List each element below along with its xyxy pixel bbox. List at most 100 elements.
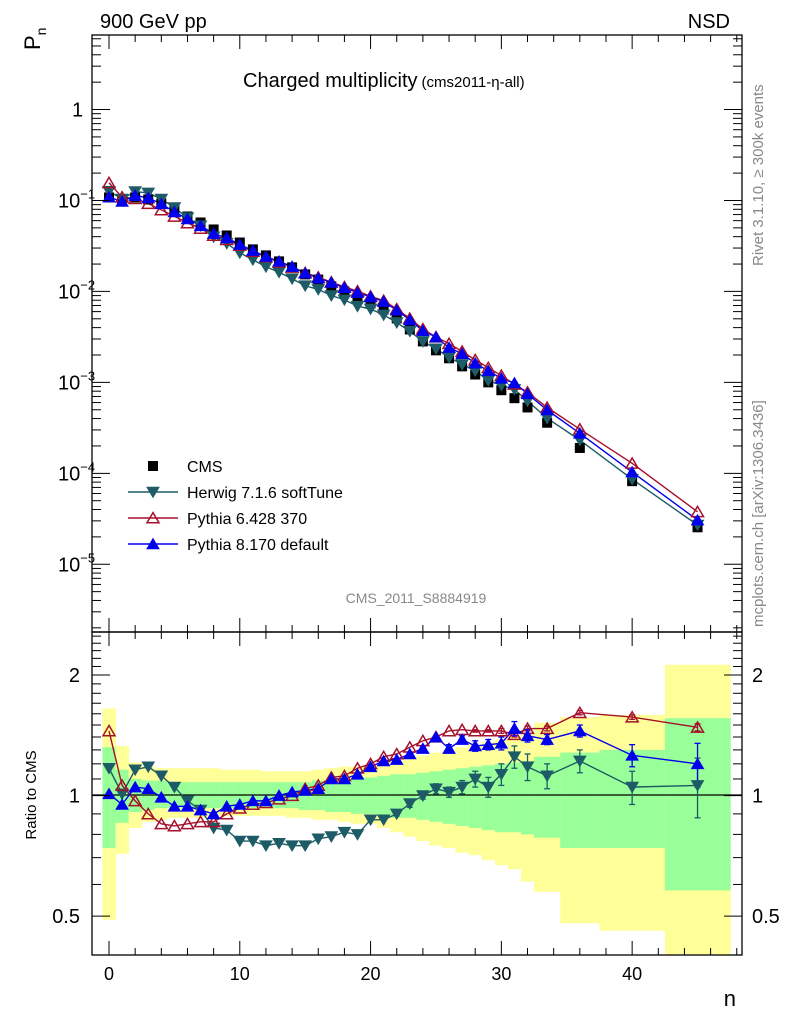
series-0-ratio-point (507, 751, 522, 764)
series-2-ratio-point (520, 729, 535, 742)
process-label: NSD (688, 11, 730, 33)
series-1-ratio-point (114, 778, 130, 791)
series-2-ratio-point (272, 789, 286, 801)
series-1-ratio-point (127, 793, 143, 807)
series-0-ratio-point (402, 798, 417, 810)
series-1-point (140, 196, 156, 210)
series-2-ratio-point (402, 747, 417, 760)
series-2-point (494, 371, 509, 384)
series-2-point (141, 191, 156, 204)
series-2-point (625, 465, 640, 478)
series-0-point (324, 290, 339, 302)
legend-label: CMS (187, 459, 223, 476)
series-2-ratio-point (285, 785, 299, 798)
series-2-point (128, 189, 143, 201)
series-2-ratio-point (416, 742, 430, 754)
series-0-ratio-point (311, 833, 326, 846)
series-2-ratio-point (311, 782, 326, 795)
series-0-ratio-point (102, 762, 116, 775)
series-1-ratio-point (572, 705, 588, 719)
series-2-ratio-point (206, 807, 221, 820)
series-1-ratio-point (101, 724, 117, 737)
tick-labels: 0 10 20 30 40 1 10−1 10−2 10−3 10−4 10−5 2 2 1 1 0.5 0.5 (52, 100, 780, 984)
series-2-ratio-point (298, 784, 313, 796)
band-inner-bin (324, 780, 339, 812)
series-0-ratio-point (245, 835, 260, 848)
band-inner-bin (364, 777, 378, 814)
title-sub: (cms2011-η-all) (422, 74, 525, 91)
ratio-tick-label-left: 2 (69, 665, 80, 687)
series-0-ratio-point (285, 840, 299, 853)
series-1-point (154, 203, 169, 216)
series-0-ratio-point (429, 783, 443, 796)
legend-label: Pythia 6.428 370 (187, 511, 307, 528)
x-tick-label: 10 (230, 964, 250, 984)
series-1-ratio-point (180, 816, 195, 830)
series-2-point (232, 238, 247, 250)
series-2-point (690, 513, 705, 526)
y-tick-exponent: −1 (80, 186, 95, 201)
band-inner-bin (390, 774, 404, 818)
series-2-point (311, 271, 326, 284)
series-0-point (416, 336, 430, 348)
series-2-ratio-point (259, 794, 273, 807)
series-0-ratio-point (690, 780, 705, 792)
series-0-ratio-point (232, 835, 247, 848)
x-tick-label: 20 (361, 964, 381, 984)
series-1-ratio-point (467, 724, 483, 737)
series-0-point (376, 309, 391, 322)
series-2-point (219, 231, 234, 244)
series-0-ratio-point (625, 781, 640, 794)
y-tick-exponent: −2 (80, 277, 95, 292)
series-0-ratio-point (154, 770, 169, 783)
series-0-ratio-point (350, 829, 365, 841)
series-0-point (429, 343, 443, 356)
side-label-rivet: Rivet 3.1.10, ≥ 300k events (750, 84, 767, 266)
series-0-point (402, 325, 417, 338)
series-1-ratio-point (167, 819, 182, 832)
series-0-point (455, 359, 469, 371)
series-2-point (193, 219, 208, 232)
series-0-ratio-point (376, 814, 391, 827)
series-1-ratio-point (507, 727, 522, 741)
series-2-point (298, 266, 313, 279)
series-2-ratio-point (141, 782, 156, 795)
series-2-ratio-point (324, 772, 339, 785)
band-inner-bin (507, 762, 522, 833)
series-2-ratio-point (442, 742, 456, 754)
series-0-ratio-point (272, 838, 286, 850)
ratio-axis-label: Ratio to CMS (23, 750, 40, 839)
series-0-point (311, 284, 326, 296)
series-0-point (285, 273, 299, 286)
series-0-ratio-point (259, 840, 273, 853)
legend-label: Pythia 8.170 default (187, 537, 329, 554)
x-axis-label: n (724, 986, 736, 1011)
energy-label: 900 GeV pp (100, 11, 207, 33)
cms-data-point (378, 304, 389, 315)
series-2-ratio-point (690, 757, 705, 770)
cms-uncertainty-bands (102, 664, 731, 955)
series-1-ratio-point (140, 807, 156, 820)
series-2-point (481, 364, 496, 377)
series-2-ratio-point (572, 724, 587, 737)
series-0-ratio-point (337, 826, 352, 839)
series-0-ratio-point (219, 824, 234, 837)
series-1-ratio-point (219, 807, 235, 820)
series-2-point (272, 254, 286, 267)
series-2-point (180, 212, 195, 225)
series-0-ratio-point (540, 770, 555, 783)
series-1-ratio-point (154, 816, 169, 830)
series-0-ratio-point (363, 814, 378, 827)
cms-data-point (509, 393, 520, 404)
series-2-ratio-point (389, 753, 404, 765)
series-2-point (115, 195, 129, 207)
ratio-tick-label-right: 2 (752, 665, 763, 687)
y-tick-label: 10−1 (58, 186, 95, 212)
y-tick-exponent: −3 (80, 368, 95, 383)
series-0-point (350, 300, 365, 313)
cms-data-point (522, 402, 533, 413)
band-inner-bin (403, 774, 417, 818)
plot-title: Charged multiplicity (cms2011-η-all) (243, 70, 525, 92)
band-inner-bin (350, 778, 365, 814)
series-2-point (324, 276, 339, 288)
